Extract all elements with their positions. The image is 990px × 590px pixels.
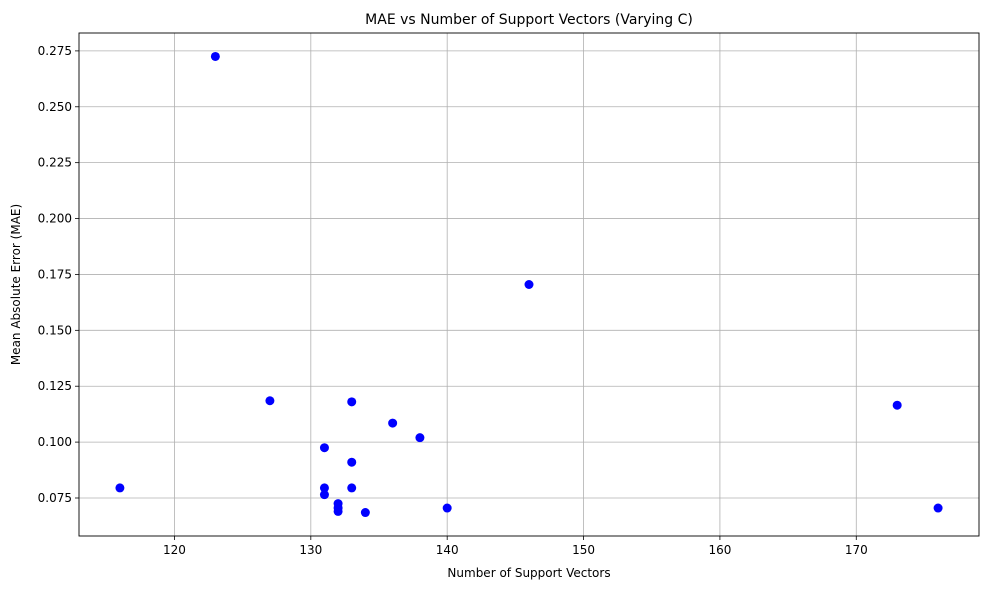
y-tick-label: 0.250	[38, 100, 72, 114]
chart-title: MAE vs Number of Support Vectors (Varyin…	[365, 12, 693, 28]
data-point	[210, 51, 220, 61]
data-point	[360, 508, 370, 518]
y-tick-label: 0.100	[38, 435, 72, 449]
data-point	[347, 397, 357, 407]
data-point	[347, 483, 357, 493]
data-points	[115, 51, 943, 518]
x-tick-label: 140	[436, 543, 459, 557]
x-tick-label: 160	[708, 543, 731, 557]
data-point	[333, 506, 343, 516]
x-tick-label: 120	[163, 543, 186, 557]
y-tick-label: 0.275	[38, 44, 72, 58]
y-axis-label: Mean Absolute Error (MAE)	[9, 204, 23, 365]
y-tick-label: 0.150	[38, 323, 72, 337]
data-point	[388, 418, 398, 428]
x-tick-label: 150	[572, 543, 595, 557]
data-point	[115, 483, 125, 493]
y-tick-label: 0.175	[38, 267, 72, 281]
x-axis-ticks: 120 130 140 150 160 170	[163, 536, 868, 557]
data-point	[265, 396, 275, 406]
data-point	[524, 280, 534, 289]
data-point	[415, 433, 425, 443]
data-point	[347, 457, 357, 467]
x-tick-label: 170	[845, 543, 868, 557]
data-point	[933, 503, 943, 513]
data-point	[319, 483, 329, 493]
data-point	[319, 443, 329, 453]
plot-frame	[78, 32, 980, 537]
grid-lines	[79, 33, 979, 536]
data-point	[319, 490, 329, 500]
x-axis-label: Number of Support Vectors	[447, 566, 610, 580]
data-point	[892, 400, 902, 410]
y-tick-label: 0.200	[38, 212, 72, 226]
y-tick-label: 0.125	[38, 379, 72, 393]
y-axis-ticks: 0.075 0.100 0.125 0.150 0.175 0.200 0.225 0.250…	[38, 44, 79, 505]
y-tick-label: 0.075	[38, 491, 72, 505]
data-point	[442, 503, 452, 513]
x-tick-label: 130	[299, 543, 322, 557]
y-tick-label: 0.225	[38, 156, 72, 170]
